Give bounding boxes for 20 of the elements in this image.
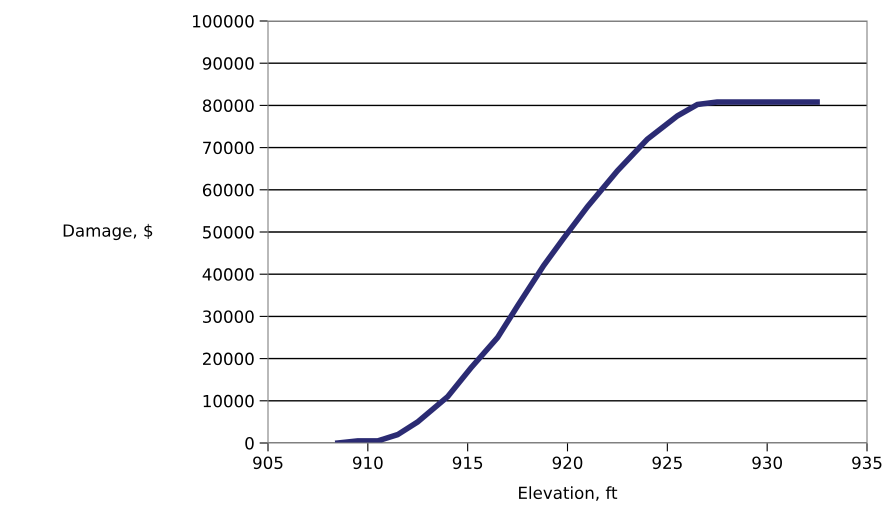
x-tick-label: 910 bbox=[352, 456, 383, 470]
x-tick-label: 935 bbox=[852, 456, 882, 470]
y-tick-label: 20000 bbox=[203, 352, 254, 366]
y-tick-label: 0 bbox=[245, 436, 254, 450]
y-tick-label: 100000 bbox=[193, 14, 254, 28]
y-tick-label: 80000 bbox=[202, 99, 254, 112]
x-tick-label: 905 bbox=[253, 456, 282, 470]
y-axis-title: Damage, $ bbox=[64, 224, 152, 240]
y-tick-label: 10000 bbox=[204, 394, 254, 408]
x-tick-label: 925 bbox=[652, 456, 682, 470]
y-tick-label: 90000 bbox=[202, 57, 254, 70]
x-tick-label: 915 bbox=[452, 456, 482, 470]
y-tick-label: 60000 bbox=[202, 184, 254, 196]
y-tick-label: 50000 bbox=[203, 226, 254, 239]
y-tick-label: 30000 bbox=[203, 310, 254, 323]
x-tick-label: 930 bbox=[752, 456, 782, 470]
x-axis-title: Elevation, ft bbox=[519, 486, 618, 501]
y-tick-label: 40000 bbox=[202, 268, 254, 281]
x-tick-label: 920 bbox=[552, 456, 582, 470]
y-tick-label: 70000 bbox=[203, 142, 254, 154]
